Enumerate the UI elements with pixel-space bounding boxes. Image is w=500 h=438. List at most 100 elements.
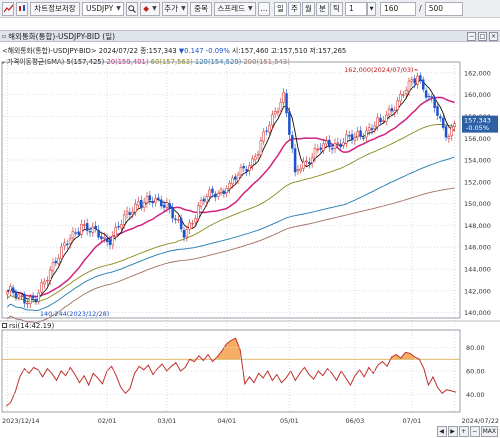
- price-legend-summary: <해외통화(통합)-USDJPY-BID> 2024/07/22 종:157,3…: [2, 47, 177, 55]
- zoom-in-button[interactable]: +: [458, 426, 469, 437]
- candle-body: [342, 142, 345, 146]
- scroll-left-button[interactable]: ◀: [436, 426, 447, 437]
- collapse-icon[interactable]: ▫: [2, 32, 7, 40]
- high-annotation: 162,000(2024/07/03): [344, 66, 413, 74]
- zoom-out-button[interactable]: −: [469, 426, 480, 437]
- candle-body: [402, 94, 405, 96]
- candle-body: [410, 79, 414, 82]
- chart-panel-header: ▫ 해외통화(통합)-USDJPY-BID (일) − □ ×: [0, 30, 500, 42]
- candle-body: [77, 231, 80, 235]
- style-select[interactable]: ◆ ▼: [140, 1, 160, 16]
- chevron-down-icon: ▼: [181, 5, 186, 12]
- count-separator: /: [419, 4, 422, 13]
- candle-body: [131, 211, 134, 215]
- candle-body: [60, 246, 63, 259]
- period-week-tab[interactable]: 주: [288, 1, 301, 16]
- candle-body: [333, 143, 337, 149]
- price-tick-label: 144,000: [464, 265, 491, 273]
- candle-body: [234, 176, 237, 180]
- ma200-line: [7, 187, 455, 323]
- candle-body: [154, 198, 157, 203]
- candle-body: [356, 131, 359, 138]
- candle-body: [313, 148, 317, 159]
- candle-body: [373, 125, 377, 129]
- candle-body: [268, 124, 271, 133]
- candle-body: [94, 225, 97, 230]
- candle-body: [251, 158, 254, 166]
- date-tick-label: 2024/07/22: [462, 417, 499, 425]
- candle-body: [384, 114, 388, 122]
- candle-body: [114, 227, 117, 238]
- candle-body: [328, 139, 331, 148]
- scroll-right-button[interactable]: ▶: [447, 426, 458, 437]
- candle-body: [322, 143, 325, 151]
- panel-title: 해외통화(통합)-USDJPY-BID (일): [8, 31, 116, 41]
- current-change-label: -0.05%: [466, 124, 489, 132]
- interval-input[interactable]: 1: [345, 1, 367, 16]
- candle-body: [48, 269, 52, 281]
- rsi-line: [5, 337, 457, 407]
- max-button[interactable]: MAX: [480, 426, 498, 437]
- candle-type-icon[interactable]: [16, 1, 28, 16]
- candle-body: [159, 199, 163, 207]
- search-icon[interactable]: [126, 1, 138, 16]
- candle-body: [222, 190, 226, 195]
- candle-body: [365, 130, 368, 138]
- candle-body: [174, 218, 177, 220]
- candle-body: [436, 106, 439, 116]
- candle-body: [111, 235, 115, 246]
- symbol-select[interactable]: USDJPY ▼: [82, 1, 124, 16]
- spread-label: 스프레드: [217, 4, 245, 13]
- ma60-line: [7, 123, 455, 303]
- candle-body: [219, 189, 223, 194]
- candle-body: [108, 240, 112, 245]
- price-tick-label: 150,000: [464, 200, 491, 208]
- add-label: 추가: [164, 4, 179, 13]
- candle-body: [239, 166, 243, 176]
- candle-body: [288, 111, 291, 135]
- style-icon: ◆: [143, 4, 150, 13]
- candle-body: [282, 92, 285, 103]
- price-ohl: 시:157,460 고:157,510 저:157,265: [231, 47, 347, 55]
- candle-body: [367, 127, 371, 132]
- periods-more-button[interactable]: …: [258, 1, 270, 16]
- close-icon[interactable]: ×: [489, 32, 498, 41]
- maximize-icon[interactable]: □: [478, 32, 487, 41]
- total-count-input[interactable]: 500: [424, 1, 463, 16]
- candle-body: [450, 126, 453, 137]
- candle-body: [197, 205, 200, 219]
- candle-body: [88, 231, 92, 233]
- candle-body: [413, 78, 416, 84]
- count-input[interactable]: 160: [380, 1, 416, 16]
- candle-body: [20, 295, 23, 298]
- candle-body: [439, 116, 442, 119]
- add-button[interactable]: 추가 ▼: [162, 1, 188, 16]
- candle-body: [80, 224, 83, 235]
- candle-body: [171, 206, 174, 219]
- candle-body: [245, 169, 248, 172]
- indicator-icon[interactable]: [2, 1, 14, 16]
- candle-body: [453, 123, 456, 128]
- minimize-icon[interactable]: −: [467, 32, 476, 41]
- overlay-button[interactable]: 중복: [190, 1, 212, 16]
- period-month-tab[interactable]: 월: [302, 1, 315, 16]
- candle-body: [43, 281, 46, 285]
- ma20-line: [6, 96, 455, 298]
- interval-stepper[interactable]: ▼: [367, 1, 376, 16]
- period-day-tab[interactable]: 일: [274, 1, 287, 16]
- candle-body: [211, 188, 214, 193]
- candle-body: [447, 136, 451, 139]
- price-tick-label: 146,000: [464, 244, 491, 252]
- period-tick-tab[interactable]: 틱: [330, 1, 343, 16]
- candle-body: [199, 200, 203, 207]
- candle-body: [122, 214, 126, 225]
- candle-body: [185, 229, 189, 238]
- spread-select[interactable]: 스프레드 ▼: [214, 1, 256, 16]
- chevron-down-icon: ▼: [247, 5, 253, 12]
- candle-body: [74, 232, 78, 234]
- period-minute-tab[interactable]: 분: [316, 1, 329, 16]
- save-chart-button[interactable]: 차트정보저장: [30, 1, 80, 16]
- candle-body: [65, 243, 69, 246]
- price-tick-label: 148,000: [464, 222, 491, 230]
